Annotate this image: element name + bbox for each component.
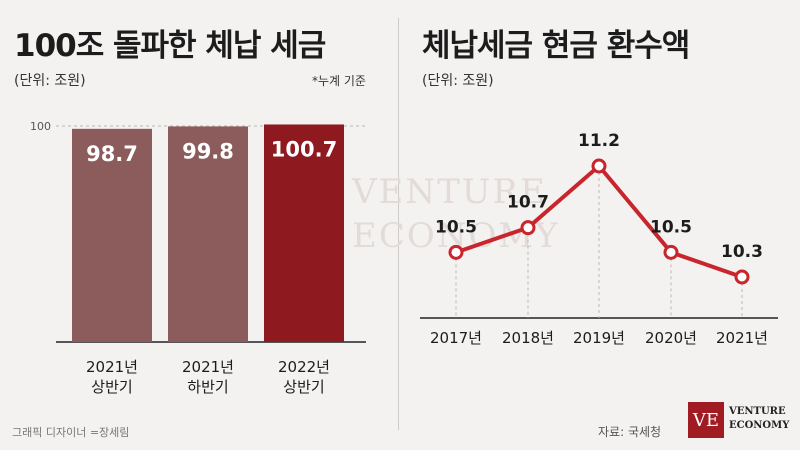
line-value-label: 10.5	[435, 217, 477, 237]
right-chart-unit: (단위: 조원)	[422, 73, 494, 89]
line-point	[734, 269, 750, 285]
left-chart-title: 100조 돌파한 체납 세금	[14, 28, 326, 64]
line-value-label: 10.7	[507, 193, 549, 213]
line-category-label: 2019년	[573, 329, 625, 347]
panel-divider	[398, 18, 399, 430]
line-point	[663, 244, 679, 260]
line-category-label: 2020년	[645, 329, 697, 347]
bar-category-label: 상반기	[283, 378, 324, 396]
bar-category-label: 상반기	[91, 378, 132, 396]
bar-category-label: 2022년	[278, 358, 330, 376]
line-category-label: 2018년	[502, 329, 554, 347]
bar-category-label: 2021년	[182, 358, 234, 376]
bar	[72, 128, 152, 342]
logo-text-line1: VENTURE	[729, 406, 786, 417]
bar-value-label: 99.8	[182, 139, 234, 163]
cumulative-note: *누계 기준	[312, 74, 366, 88]
bar	[264, 124, 344, 342]
line-value-label: 10.5	[650, 217, 692, 237]
bar-value-label: 98.7	[86, 142, 138, 166]
line-value-label: 10.3	[721, 242, 763, 262]
bar-value-label: 100.7	[271, 137, 337, 161]
data-source: 자료: 국세청	[598, 425, 662, 439]
logo-text-line2: ECONOMY	[729, 420, 790, 431]
watermark-line1: VENTURE	[352, 172, 547, 212]
line-category-label: 2021년	[716, 329, 768, 347]
venture-economy-logo-text: VENTURE ECONOMY	[729, 405, 789, 433]
bar-category-label: 2021년	[86, 358, 138, 376]
line-value-label: 11.2	[578, 131, 620, 151]
line-point	[520, 220, 536, 236]
graphic-credit: 그래픽 디자이너 =장세림	[12, 426, 130, 439]
right-chart-title: 체납세금 현금 환수액	[422, 28, 690, 64]
bar-ytick-label: 100	[30, 120, 51, 133]
line-point	[591, 158, 607, 174]
line-point	[448, 244, 464, 260]
line-category-label: 2017년	[430, 329, 482, 347]
bar-category-label: 하반기	[187, 378, 228, 396]
venture-economy-logo-mark: VE	[688, 402, 724, 438]
left-chart-unit: (단위: 조원)	[14, 73, 86, 89]
bar	[168, 126, 248, 342]
